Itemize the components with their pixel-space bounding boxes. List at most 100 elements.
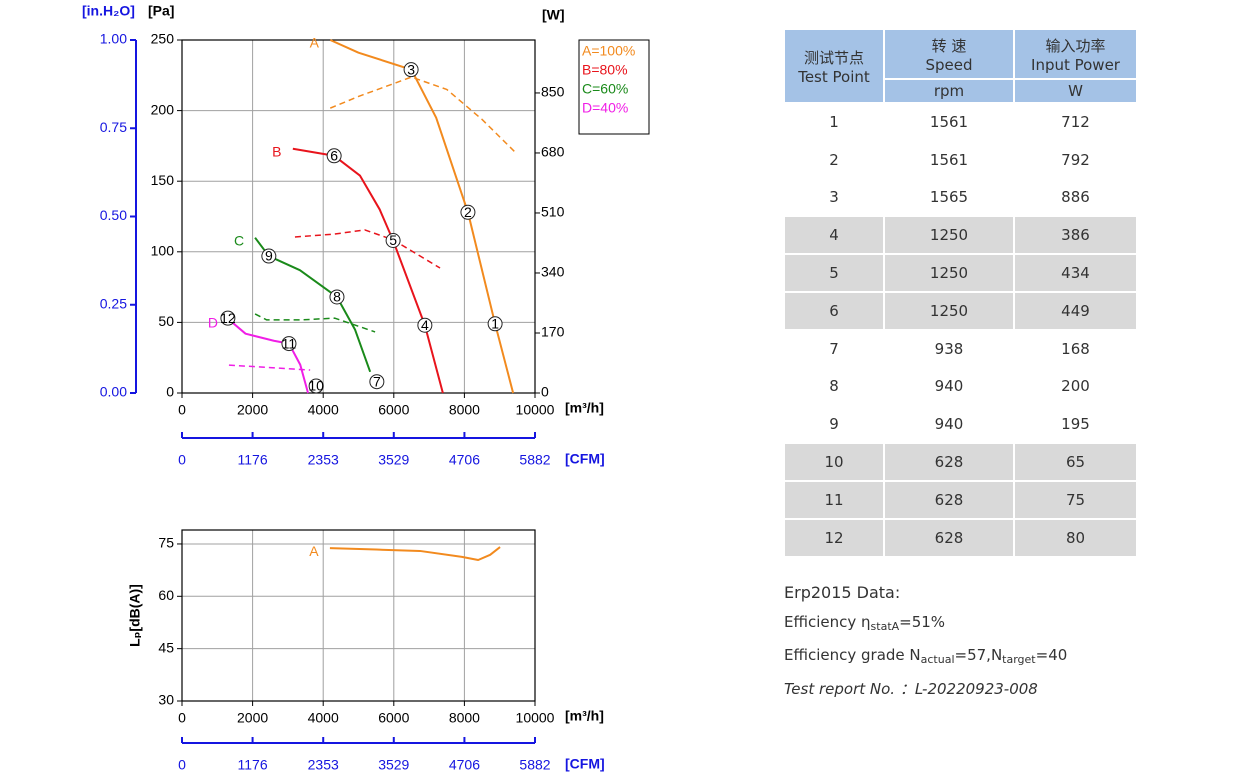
- header-text: 转 速: [931, 36, 967, 55]
- y-tick-label: 250: [151, 31, 175, 47]
- erp-block: Erp2015 Data: Efficiency ηstatA=51% Effi…: [784, 578, 1067, 704]
- x-tick-label: 4000: [308, 710, 339, 726]
- legend-entry: A=100%: [582, 43, 635, 59]
- text: =57,N: [954, 646, 1003, 664]
- x2-tick-label: 5882: [519, 757, 550, 773]
- y-axis-label: [Pa]: [148, 3, 174, 19]
- table-cell: 1561: [883, 102, 1015, 142]
- plot-frame: [181, 529, 536, 702]
- table-cell: 628: [883, 442, 1015, 482]
- test-point: [281, 336, 297, 352]
- subscript: target: [1002, 653, 1036, 666]
- x2-tick-label: 5882: [519, 452, 550, 468]
- test-point-label: 2: [464, 204, 472, 220]
- y-tick-label: 45: [158, 639, 174, 655]
- table-cell: 6: [783, 290, 885, 331]
- y2-tick-label: 0: [541, 384, 549, 400]
- y-tick-label: 60: [158, 587, 174, 603]
- header-text: Test Point: [798, 67, 870, 86]
- test-point-label: 10: [308, 378, 324, 394]
- y3-tick-label: 0.75: [100, 119, 127, 135]
- header-text: 测试节点: [803, 48, 864, 67]
- test-table: 测试节点 Test Point 转 速 Speed 输入功率 Input Power …: [783, 28, 1138, 558]
- test-point: [417, 317, 433, 333]
- power-line: [329, 76, 516, 153]
- curve-label: A: [309, 543, 319, 559]
- unit-cell: W: [1013, 78, 1138, 104]
- table-cell: 4: [783, 215, 885, 256]
- text: Efficiency grade N: [784, 646, 921, 664]
- y2-tick-label: 680: [541, 144, 565, 160]
- legend-entry: D=40%: [582, 100, 628, 116]
- test-point-label: 8: [333, 289, 341, 305]
- x-tick-label: 2000: [237, 402, 268, 418]
- x-tick-label: 8000: [449, 710, 480, 726]
- table-cell: 628: [883, 479, 1015, 520]
- test-point: [369, 374, 385, 390]
- header-text: 输入功率: [1045, 36, 1106, 55]
- table-cell: 449: [1013, 290, 1138, 331]
- x2-tick-label: 2353: [308, 757, 339, 773]
- table-cell: 80: [1013, 517, 1138, 558]
- y-tick-label: 30: [158, 692, 174, 708]
- test-point-label: 11: [282, 335, 297, 351]
- table-cell: 1: [783, 102, 885, 142]
- table-cell: 1565: [883, 177, 1015, 218]
- table-cell: 712: [1013, 102, 1138, 142]
- table-cell: 200: [1013, 366, 1138, 407]
- header-cell: 转 速 Speed: [883, 28, 1015, 80]
- power-line: [254, 313, 376, 333]
- header-text: Speed: [925, 55, 973, 74]
- x-tick-label: 2000: [237, 710, 268, 726]
- x2-tick-label: 2353: [308, 452, 339, 468]
- x2-tick-label: 3529: [378, 452, 409, 468]
- table-cell: 11: [783, 479, 885, 520]
- table-cell: 195: [1013, 404, 1138, 445]
- grade: Efficiency grade Nactual=57,Ntarget=40: [784, 641, 1067, 675]
- table-row: 1 1561 712: [783, 102, 1138, 142]
- table-row: 9 940 195: [783, 404, 1138, 445]
- x-tick-label: 8000: [449, 402, 480, 418]
- curve-label: C: [234, 232, 244, 248]
- x2-tick-label: 4706: [449, 452, 480, 468]
- test-point: [220, 310, 236, 326]
- curve-label: A: [310, 35, 320, 51]
- power-line: [228, 364, 311, 371]
- y3-tick-label: 0.25: [100, 295, 127, 311]
- subscript: actual: [920, 653, 955, 666]
- legend-box: [578, 39, 650, 135]
- test-point-label: 5: [389, 232, 397, 248]
- table-row: 6 1250 449: [783, 290, 1138, 331]
- header-text: Input Power: [1031, 55, 1120, 74]
- table-cell: 792: [1013, 139, 1138, 180]
- y2-tick-label: 170: [541, 324, 565, 340]
- y-axis-label: Lₚ[dB(A)]: [127, 584, 143, 647]
- test-point: [329, 289, 345, 305]
- curve: [329, 39, 515, 394]
- table-row: 4 1250 386: [783, 215, 1138, 256]
- table-cell: 886: [1013, 177, 1138, 218]
- table-cell: 3: [783, 177, 885, 218]
- x2-tick-label: 4706: [449, 757, 480, 773]
- table-cell: 7: [783, 328, 885, 369]
- y3-tick-label: 0.50: [100, 207, 127, 223]
- test-point: [403, 62, 419, 78]
- unit-cell: rpm: [883, 78, 1015, 104]
- table-row: 5 1250 434: [783, 253, 1138, 293]
- test-point-label: 1: [491, 316, 499, 332]
- table-row: 2 1561 792: [783, 139, 1138, 180]
- table-cell: 1250: [883, 253, 1015, 293]
- table-cell: 940: [883, 366, 1015, 407]
- curve-label: B: [272, 143, 281, 159]
- curve: [329, 546, 501, 562]
- table-cell: 65: [1013, 442, 1138, 482]
- y-tick-label: 150: [151, 172, 175, 188]
- legend-entry: B=80%: [582, 62, 628, 78]
- erp-title: Erp2015 Data:: [784, 583, 901, 602]
- test-point: [385, 233, 401, 249]
- table-cell: 1250: [883, 215, 1015, 256]
- y3-tick-label: 0.00: [100, 384, 127, 400]
- x-tick-label: 4000: [308, 402, 339, 418]
- curve: [292, 147, 444, 394]
- x2-axis-label: [CFM]: [565, 756, 605, 772]
